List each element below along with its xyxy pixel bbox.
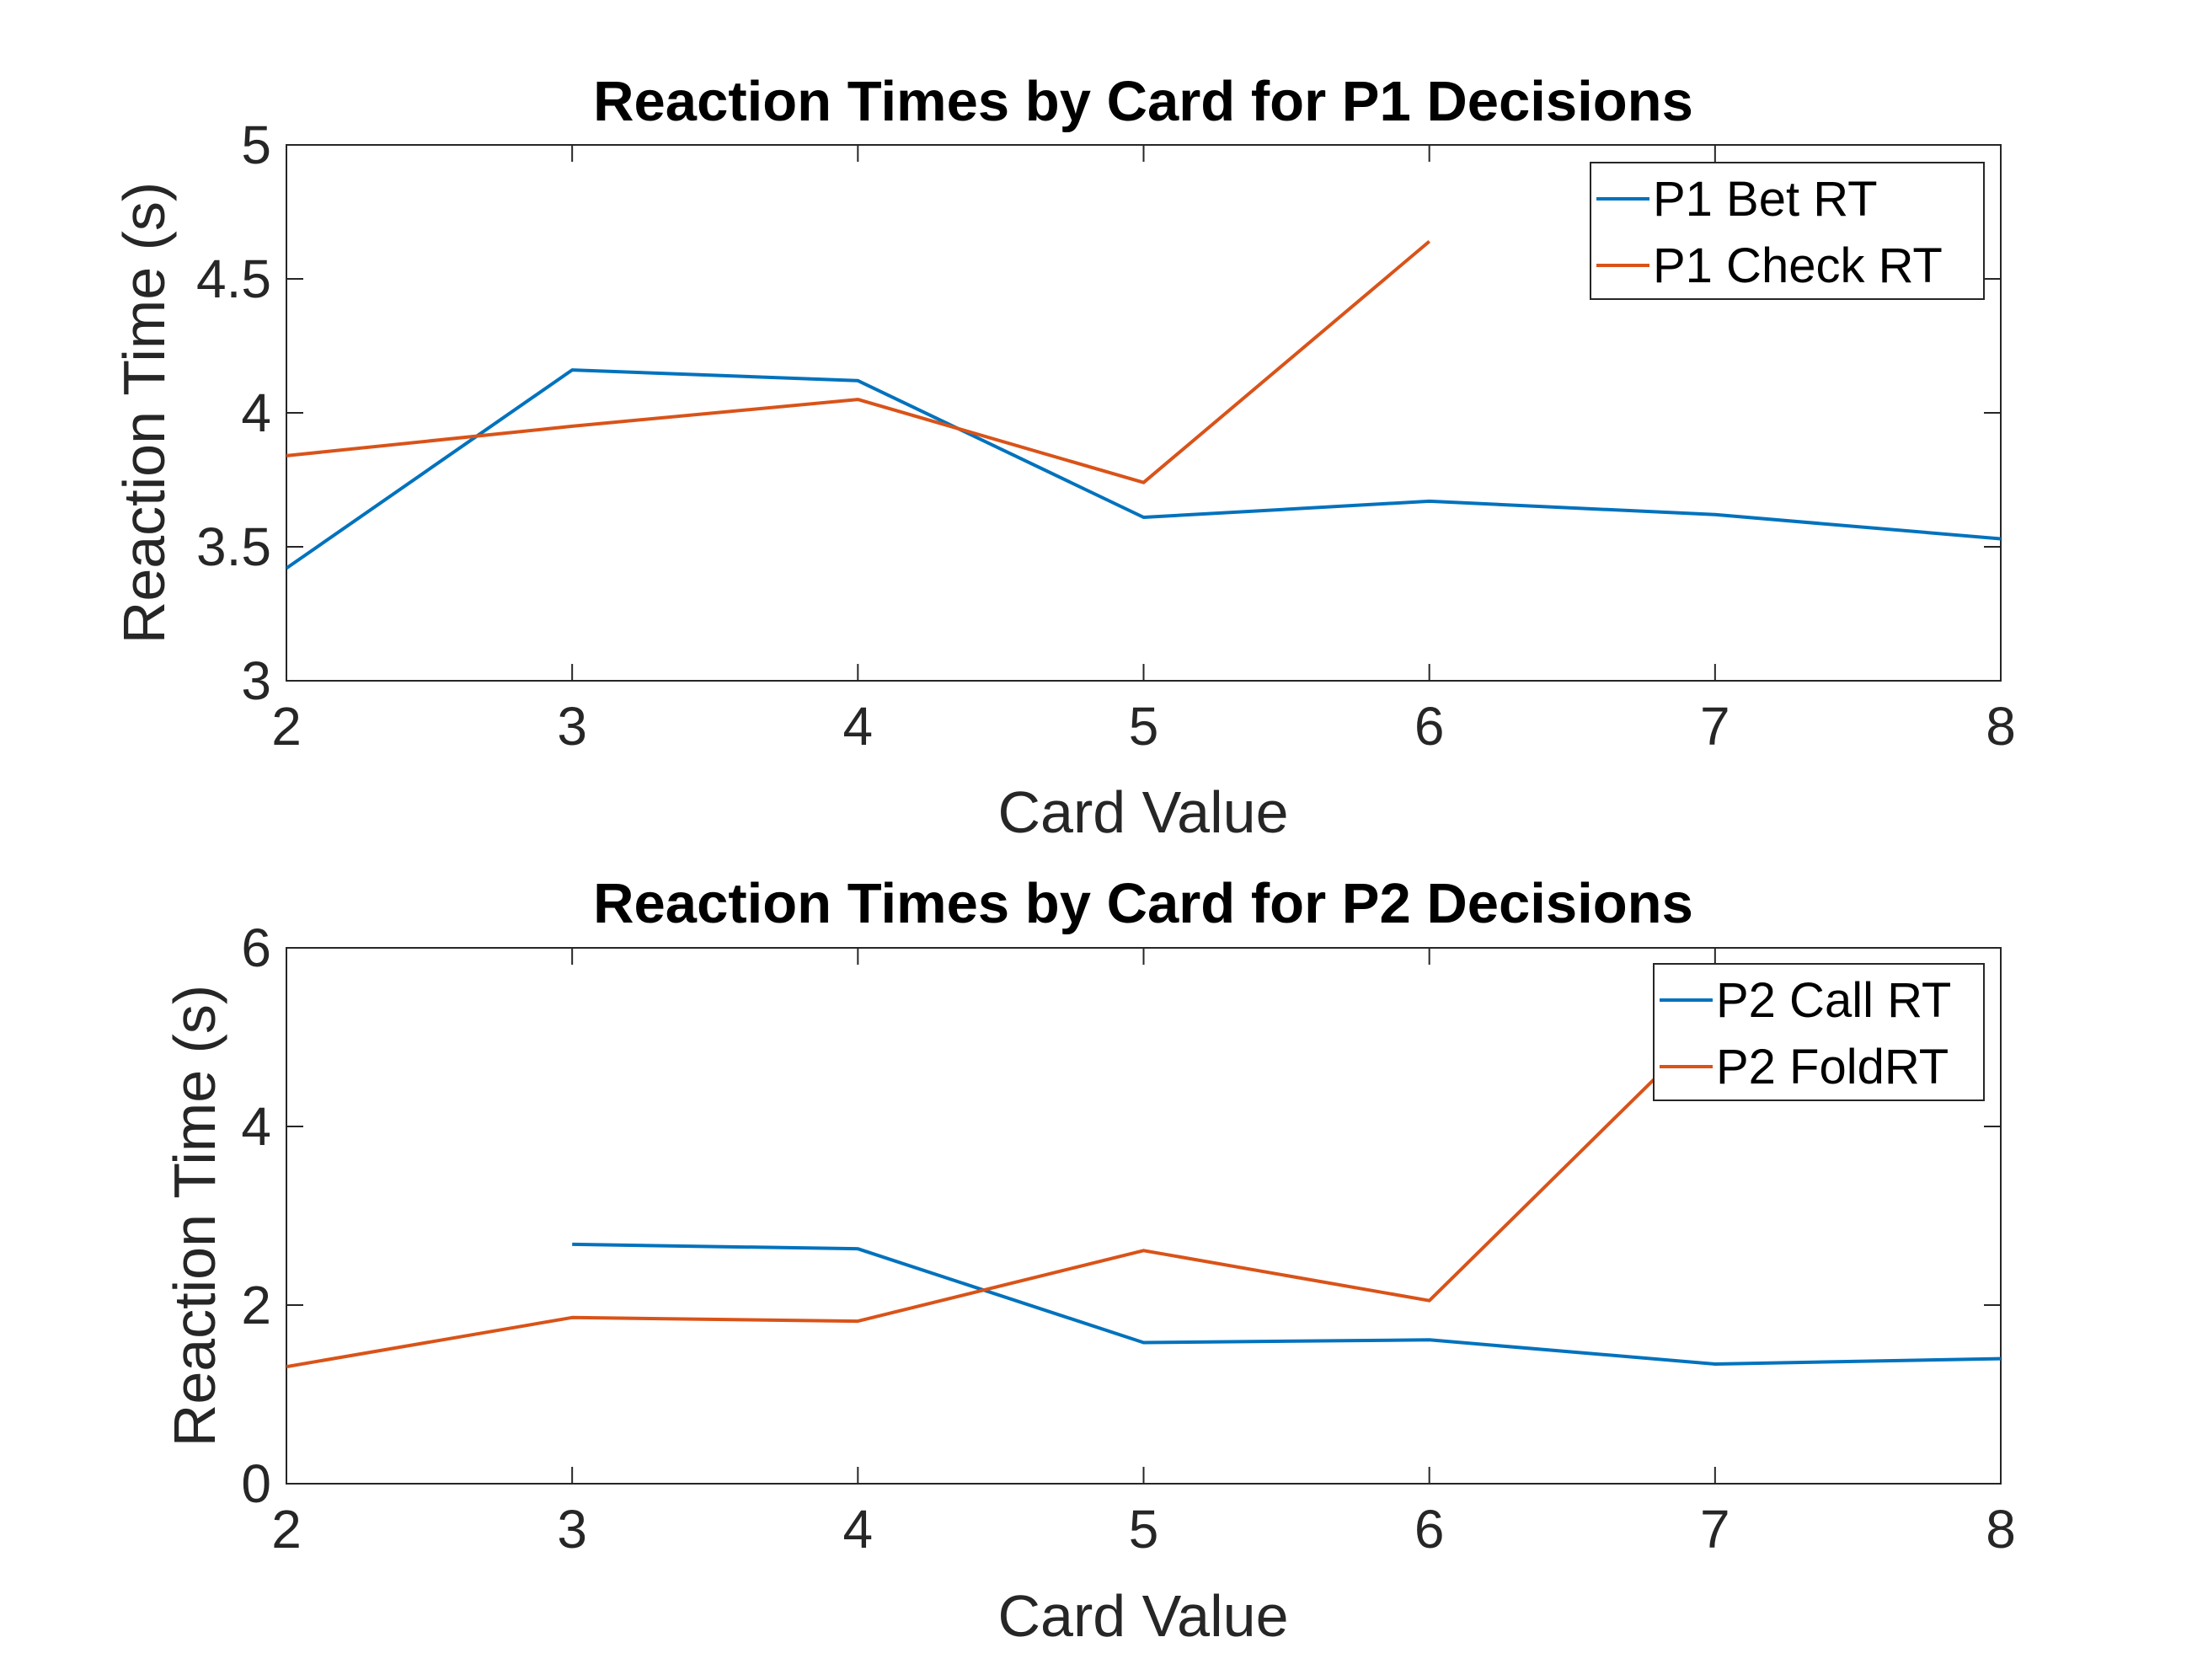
- p2-chart-title: Reaction Times by Card for P2 Decisions: [593, 872, 1693, 935]
- p1-y-axis-label: Reaction Time (s): [111, 182, 177, 644]
- p1-ticks: 2 3 4 5 6 7 833.544.55: [196, 115, 2016, 757]
- p1-legend: P1 Bet RT P1 Check RT: [1590, 162, 1985, 300]
- p2-y-axis-label: Reaction Time (s): [162, 985, 227, 1447]
- p2-x-tick-label: 2: [271, 1499, 302, 1560]
- p1-y-tick-label: 4: [241, 383, 271, 443]
- p1-chart-title: Reaction Times by Card for P1 Decisions: [593, 70, 1693, 133]
- p1-legend-label: P1 Check RT: [1653, 238, 1943, 293]
- p1-legend-box: [1590, 162, 1985, 300]
- p1-series-line-orange: [286, 239, 1430, 484]
- p2-legend-label: P2 FoldRT: [1716, 1040, 1949, 1094]
- p2-series-line-blue: [572, 1242, 2001, 1366]
- p2-x-tick-label: 7: [1700, 1499, 1730, 1560]
- p2-y-tick-label: 6: [241, 918, 271, 978]
- p2-series-line-orange: [286, 1018, 1717, 1369]
- p2-legend-box: [1653, 963, 1985, 1101]
- p2-x-tick-label: 5: [1129, 1499, 1159, 1560]
- p2-x-tick-label: 8: [1986, 1499, 2016, 1560]
- p2-legend: P2 Call RT P2 FoldRT: [1653, 963, 1985, 1101]
- p1-x-axis-label: Card Value: [997, 779, 1288, 845]
- p2-legend-label: P2 Call RT: [1716, 973, 1951, 1028]
- p1-x-tick-label: 6: [1414, 696, 1445, 757]
- p2-x-axis-label: Card Value: [997, 1583, 1288, 1649]
- p1-y-tick-label: 5: [241, 115, 271, 175]
- p1-x-tick-label: 8: [1986, 696, 2016, 757]
- p2-chart-panel: Reaction Times by Card for P2 Decisions …: [162, 872, 2016, 1649]
- p1-x-tick-label: 7: [1700, 696, 1730, 757]
- p1-y-tick-label: 3.5: [196, 516, 271, 577]
- p2-y-tick-label: 4: [241, 1096, 271, 1157]
- p2-x-tick-label: 3: [557, 1499, 587, 1560]
- p2-x-tick-label: 6: [1414, 1499, 1445, 1560]
- p2-y-tick-label: 2: [241, 1275, 271, 1335]
- p1-x-tick-label: 3: [557, 696, 587, 757]
- p1-x-tick-label: 5: [1129, 696, 1159, 757]
- p1-y-tick-label: 3: [241, 650, 271, 711]
- p2-series: [286, 1018, 2001, 1369]
- p1-x-tick-label: 2: [271, 696, 302, 757]
- p1-series: [286, 239, 2001, 570]
- p2-y-tick-label: 0: [241, 1453, 271, 1514]
- p1-x-tick-label: 4: [843, 696, 874, 757]
- p1-series-line-blue: [286, 368, 2001, 570]
- p1-y-tick-label: 4.5: [196, 249, 271, 309]
- p1-legend-label: P1 Bet RT: [1653, 172, 1878, 227]
- p2-x-tick-label: 4: [843, 1499, 874, 1560]
- p1-chart-panel: Reaction Times by Card for P1 Decisions …: [111, 70, 2016, 845]
